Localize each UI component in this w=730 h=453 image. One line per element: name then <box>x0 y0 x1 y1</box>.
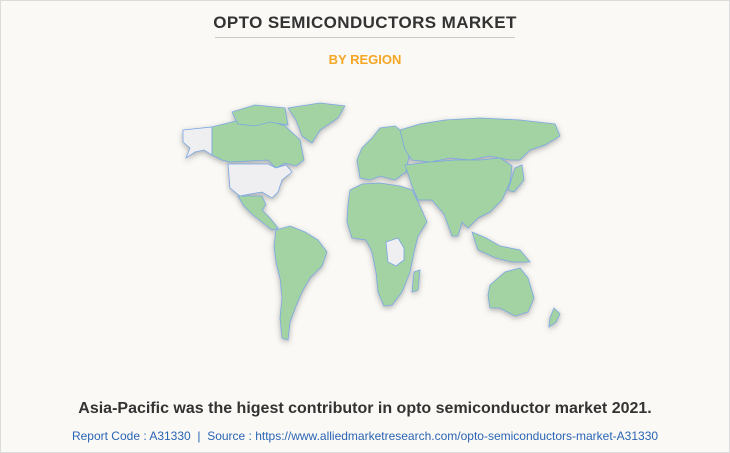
region-south-america <box>273 225 328 341</box>
region-asia <box>404 157 513 237</box>
region-arctic-islands <box>231 104 289 127</box>
region-alaska <box>182 126 213 160</box>
region-australia <box>487 267 535 317</box>
separator: | <box>197 429 201 443</box>
page-subtitle: BY REGION <box>328 52 402 67</box>
page-title: OPTO SEMICONDUCTORS MARKET <box>213 13 517 32</box>
report-code: Report Code : A31330 <box>71 429 191 443</box>
map-caption: Asia-Pacific was the higest contributor … <box>78 400 652 417</box>
region-new-zealand <box>548 307 561 328</box>
region-madagascar <box>411 269 421 293</box>
region-usa <box>227 163 293 199</box>
source-line: Report Code : A31330 | Source : https://… <box>0 429 730 443</box>
region-southeast-asia <box>471 231 531 263</box>
region-japan <box>507 164 525 193</box>
source-link[interactable]: Source : https://www.alliedmarketresearc… <box>207 429 659 443</box>
region-russia <box>399 117 561 163</box>
region-greenland <box>287 102 346 144</box>
region-mexico-central-america <box>237 195 279 231</box>
title-divider <box>215 37 515 38</box>
region-africa-no-data <box>385 237 405 267</box>
